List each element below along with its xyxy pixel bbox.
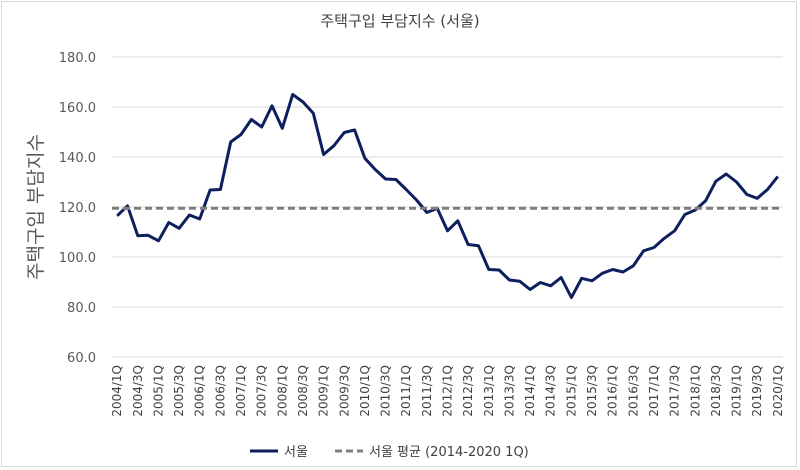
x-tick-label: 2013/3Q: [502, 365, 516, 417]
y-tick-label: 80.0: [67, 301, 96, 316]
x-tick-label: 2017/3Q: [668, 365, 682, 417]
series-line-seoul: [116, 93, 779, 299]
x-tick-label: 2016/3Q: [626, 365, 640, 417]
x-tick-label: 2007/3Q: [255, 365, 269, 417]
x-tick-label: 2009/1Q: [317, 365, 331, 417]
x-tick-label: 2010/1Q: [358, 365, 372, 417]
series-layer: [112, 93, 783, 299]
y-axis-label: 주택구입 부담지수: [25, 134, 47, 280]
chart-title: 주택구입 부담지수 (서울): [320, 12, 480, 30]
x-tick-label: 2008/3Q: [296, 365, 310, 417]
x-tick-label: 2011/3Q: [420, 365, 434, 417]
x-tick-label: 2016/1Q: [606, 365, 620, 417]
x-tick-label: 2004/3Q: [131, 365, 145, 417]
y-tick-label: 180.0: [59, 51, 96, 66]
x-tick-label: 2020/1Q: [771, 365, 785, 417]
x-tick-label: 2004/1Q: [110, 365, 124, 417]
y-tick-label: 120.0: [59, 201, 96, 216]
x-tick-label: 2006/1Q: [193, 365, 207, 417]
x-tick-label: 2012/3Q: [461, 365, 475, 417]
x-tick-label: 2018/3Q: [709, 365, 723, 417]
x-tick-label: 2014/3Q: [544, 365, 558, 417]
x-tick-label: 2012/1Q: [441, 365, 455, 417]
x-tick-label: 2008/1Q: [275, 365, 289, 417]
legend: 서울 서울 평균 (2014-2020 1Q): [250, 445, 529, 460]
x-tick-label: 2006/3Q: [213, 365, 227, 417]
x-tick-label: 2013/1Q: [482, 365, 496, 417]
x-tick-label: 2015/3Q: [585, 365, 599, 417]
x-tick-label: 2010/3Q: [379, 365, 393, 417]
x-tick-label: 2019/3Q: [750, 365, 764, 417]
x-tick-label: 2005/1Q: [151, 365, 165, 417]
x-tick-label: 2015/1Q: [564, 365, 578, 417]
y-axis-ticks: 60.0 80.0 100.0 120.0 140.0 160.0 180.0: [59, 51, 96, 366]
x-tick-label: 2007/1Q: [234, 365, 248, 417]
legend-label-seoul: 서울: [284, 445, 308, 460]
x-tick-label: 2009/3Q: [337, 365, 351, 417]
y-tick-label: 60.0: [67, 351, 96, 366]
legend-label-seoul-average: 서울 평균 (2014-2020 1Q): [369, 445, 529, 460]
x-tick-label: 2005/3Q: [172, 365, 186, 417]
x-tick-label: 2011/1Q: [399, 365, 413, 417]
x-axis-ticks: 2004/1Q 2004/3Q 2005/1Q 2005/3Q 2006/1Q 2006/…: [110, 365, 785, 417]
x-tick-label: 2014/1Q: [523, 365, 537, 417]
x-tick-label: 2018/1Q: [688, 365, 702, 417]
y-tick-label: 140.0: [59, 151, 96, 166]
y-tick-label: 160.0: [59, 101, 96, 116]
y-tick-label: 100.0: [59, 251, 96, 266]
x-tick-label: 2017/1Q: [647, 365, 661, 417]
x-tick-label: 2019/1Q: [730, 365, 744, 417]
